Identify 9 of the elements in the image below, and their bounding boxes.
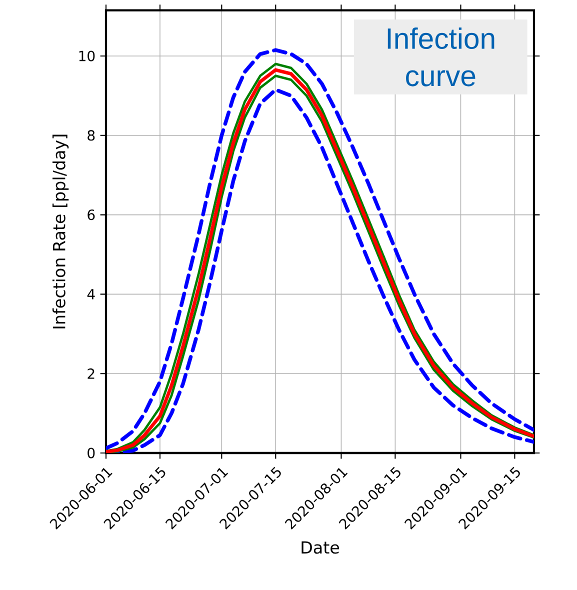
- annotation: Infection curve: [388, 27, 494, 86]
- y-tick-label: 2: [88, 368, 94, 379]
- y-tick-label: 6: [88, 210, 95, 220]
- y-tick-label: 0: [88, 448, 95, 458]
- x-axis-title: Date: [302, 541, 340, 554]
- y-tick-label: 10: [79, 50, 95, 62]
- y-tick-label: 8: [88, 130, 95, 141]
- y-tick-label: 4: [87, 289, 95, 300]
- y-axis-title: Infection Rate [ppl/day]: [52, 134, 69, 328]
